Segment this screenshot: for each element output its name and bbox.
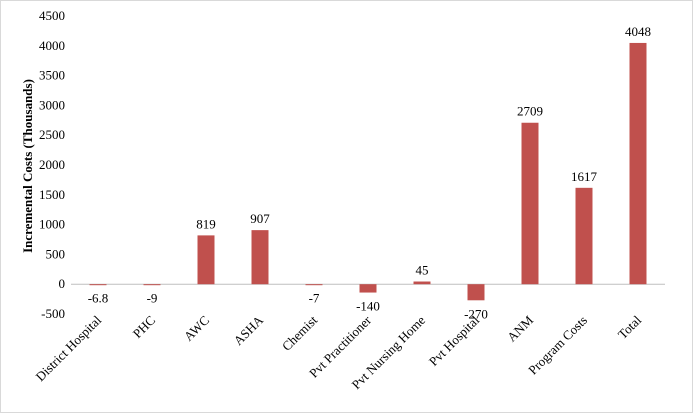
y-tick-label: 500 [46, 246, 66, 261]
bar-asha [251, 230, 269, 285]
y-tick-label: 4500 [39, 8, 65, 23]
x-tick-label: Chemist [279, 312, 321, 354]
x-tick-label: District Hospital [32, 312, 104, 384]
y-tick-label: 1500 [39, 187, 65, 202]
y-tick-label: -500 [41, 306, 65, 321]
data-label: 907 [250, 211, 270, 226]
bar-pvt-practitioner [359, 284, 377, 293]
bar-chemist [305, 284, 323, 286]
data-label: 4048 [625, 24, 651, 39]
data-label: 45 [416, 263, 429, 278]
bar-program-costs [575, 187, 593, 285]
data-label: -9 [147, 291, 158, 306]
y-axis-title: Incremental Costs (Thousands) [20, 79, 35, 253]
bar-phc [143, 284, 161, 286]
bar-district-hospital [89, 284, 107, 286]
bar-anm [521, 122, 539, 285]
x-tick-label: ANM [504, 312, 536, 344]
data-label: -7 [309, 291, 320, 306]
y-tick-label: 0 [59, 276, 66, 291]
data-label: 819 [196, 216, 216, 231]
x-tick-label: AWC [181, 313, 212, 344]
y-tick-label: 2500 [39, 127, 65, 142]
x-tick-label: PHC [130, 313, 158, 341]
bar-pvt-hospital [467, 284, 485, 301]
y-tick-label: 1000 [39, 217, 65, 232]
y-tick-label: 3500 [39, 68, 65, 83]
bar-awc [197, 235, 215, 285]
data-label: -140 [356, 299, 380, 314]
x-tick-label: Total [615, 312, 645, 342]
y-tick-label: 4000 [39, 38, 65, 53]
data-label: -6.8 [88, 291, 109, 306]
data-label: 2709 [517, 104, 543, 119]
bar-pvt-nursing-home [413, 281, 431, 285]
data-label: 1617 [571, 169, 598, 184]
data-label: -270 [464, 306, 488, 321]
bar-total [629, 42, 647, 285]
y-tick-label: 3000 [39, 97, 65, 112]
y-tick-label: 2000 [39, 157, 65, 172]
x-tick-label: ASHA [230, 312, 266, 348]
